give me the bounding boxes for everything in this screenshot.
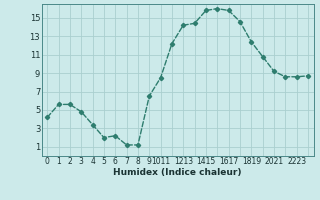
X-axis label: Humidex (Indice chaleur): Humidex (Indice chaleur) — [113, 168, 242, 177]
